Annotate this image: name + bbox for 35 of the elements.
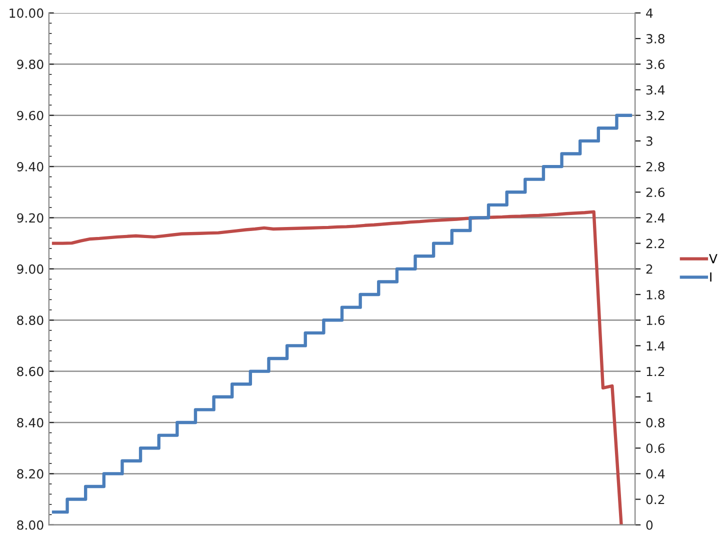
y2-tick-label: 1.2 bbox=[646, 366, 664, 376]
y2-tick-label: 2.8 bbox=[646, 162, 664, 172]
y-tick-label: 9.40 bbox=[17, 162, 44, 172]
y-tick-label: 9.60 bbox=[17, 110, 44, 120]
y2-tick-label: 0.8 bbox=[646, 418, 664, 428]
legend-label: V bbox=[709, 254, 718, 264]
y2-tick-label: 3.2 bbox=[646, 110, 664, 120]
line-series bbox=[52, 210, 623, 525]
y2-tick-label: 1.8 bbox=[646, 290, 664, 300]
y-tick-label: 9.00 bbox=[17, 264, 44, 274]
y2-tick-label: 0.2 bbox=[646, 494, 664, 504]
y-tick-label: 8.40 bbox=[17, 418, 44, 428]
y2-tick-label: 3.4 bbox=[646, 85, 665, 95]
y2-tick-label: 3.6 bbox=[646, 60, 665, 70]
y2-tick-label: 3.8 bbox=[646, 34, 664, 44]
y-tick-label: 8.20 bbox=[17, 469, 44, 479]
y2-tick-label: 4 bbox=[646, 8, 653, 18]
y2-tick-label: 2 bbox=[646, 264, 652, 274]
y-tick-label: 10.00 bbox=[10, 8, 44, 18]
y-tick-label: 8.80 bbox=[17, 316, 44, 326]
y2-tick-label: 1.4 bbox=[646, 341, 665, 350]
y-tick-label: 9.80 bbox=[17, 60, 44, 70]
y2-tick-label: 1 bbox=[646, 392, 652, 402]
y-tick-label: 9.20 bbox=[17, 213, 44, 223]
y2-tick-label: 0.6 bbox=[646, 444, 665, 454]
y2-tick-label: 0 bbox=[646, 520, 653, 530]
y2-tick-label: 2.4 bbox=[646, 213, 665, 222]
y2-tick-label: 1.6 bbox=[646, 316, 665, 326]
y2-tick-label: 2.2 bbox=[646, 238, 664, 248]
y2-tick-label: 2.6 bbox=[646, 188, 665, 198]
y2-tick-label: 0.4 bbox=[646, 469, 665, 479]
y-tick-label: 8.60 bbox=[17, 366, 44, 376]
legend-label: I bbox=[710, 272, 712, 282]
y-tick-label: 8.00 bbox=[17, 520, 44, 530]
y2-tick-label: 3 bbox=[646, 136, 652, 146]
